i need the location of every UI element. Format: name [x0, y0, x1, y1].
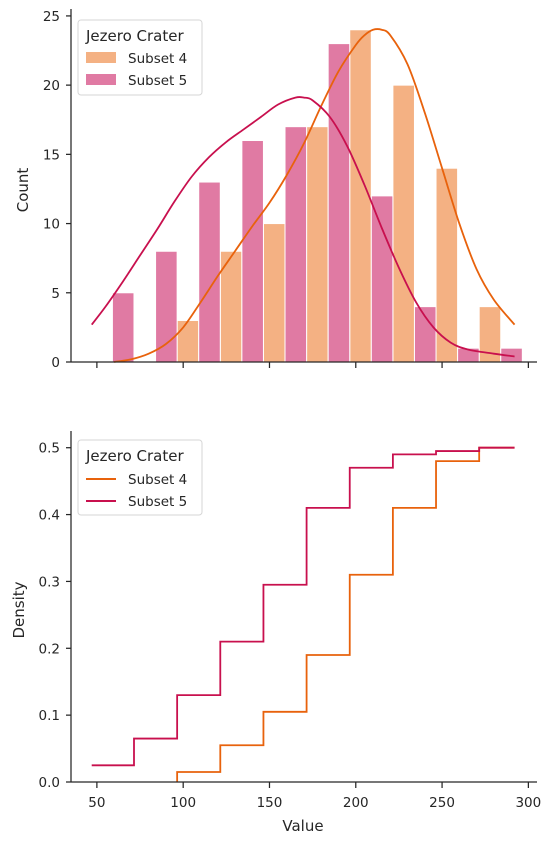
y-tick-label: 0.2 [39, 641, 60, 657]
histogram-axes: 0 5 10 15 20 25 Count [14, 9, 537, 371]
y-tick-label: 0.0 [39, 775, 60, 791]
legend-label-subset-4: Subset 4 [128, 51, 187, 67]
step-line-subset-4 [176, 446, 515, 782]
legend: Jezero Crater Subset 4 Subset 5 [77, 439, 203, 516]
bar-subset-5 [241, 140, 264, 363]
kde-line-subset-4 [114, 28, 516, 363]
bar-subset-4 [306, 126, 329, 363]
x-tick-label: 50 [88, 795, 105, 811]
x-ticks: 50 100 150 200 250 300 [88, 782, 541, 811]
legend: Jezero Crater Subset 4 Subset 5 [77, 19, 203, 96]
legend-swatch-subset-4 [86, 52, 116, 63]
x-tick-label: 150 [257, 795, 283, 811]
step-line-subset-5 [91, 446, 515, 767]
ecdf-panel: 0.0 0.1 0.2 0.3 0.4 0.5 50 100 150 200 250 300 Val… [10, 431, 541, 835]
bar-subset-5 [327, 43, 351, 363]
legend-title: Jezero Crater [85, 447, 184, 465]
y-tick-label: 15 [43, 147, 60, 163]
legend-swatch-subset-5 [86, 74, 116, 85]
kde-line-subset-5 [90, 96, 515, 358]
x-tick-label: 300 [515, 795, 541, 811]
histogram-panel: 0 5 10 15 20 25 Count Jezero Crater Subset 4 … [14, 9, 537, 371]
legend-label-subset-5: Subset 5 [128, 73, 187, 89]
y-tick-label: 0.3 [39, 574, 60, 590]
y-tick-label: 25 [43, 9, 60, 25]
x-tick-label: 100 [170, 795, 196, 811]
y-tick-label: 20 [43, 78, 60, 94]
y-axis-label: Density [10, 581, 28, 638]
x-axis-label: Value [282, 817, 323, 835]
ecdf-axes: 0.0 0.1 0.2 0.3 0.4 0.5 50 100 150 200 250 300 Val… [10, 431, 541, 835]
bar-subset-5 [111, 292, 135, 363]
y-ticks: 0 5 10 15 20 25 [43, 9, 71, 371]
bar-subset-4 [262, 223, 286, 363]
bar-subset-5 [370, 195, 394, 363]
y-tick-label: 5 [51, 286, 60, 302]
bar-subset-4 [392, 84, 415, 363]
y-tick-label: 0.5 [39, 441, 60, 457]
y-tick-label: 0.1 [39, 708, 60, 724]
legend-label-subset-4: Subset 4 [128, 472, 187, 488]
x-tick-label: 250 [429, 795, 455, 811]
legend-title: Jezero Crater [85, 27, 184, 45]
y-tick-label: 10 [43, 217, 60, 233]
y-tick-label: 0.4 [39, 508, 60, 524]
x-tick-label: 200 [343, 795, 369, 811]
cumulative-step-lines [91, 446, 515, 782]
bar-subset-5 [284, 126, 308, 363]
legend-frame [77, 439, 203, 516]
histogram-bars [111, 29, 523, 363]
bar-subset-5 [198, 181, 221, 363]
y-axis-label: Count [14, 168, 32, 213]
kde-curves [90, 28, 516, 363]
y-ticks: 0.0 0.1 0.2 0.3 0.4 0.5 [39, 441, 71, 791]
bar-subset-4 [176, 319, 200, 363]
bar-subset-5 [155, 250, 178, 363]
bar-subset-5 [413, 306, 437, 363]
y-tick-label: 0 [51, 355, 60, 371]
x-ticks [96, 362, 529, 368]
legend-label-subset-5: Subset 5 [128, 494, 187, 510]
